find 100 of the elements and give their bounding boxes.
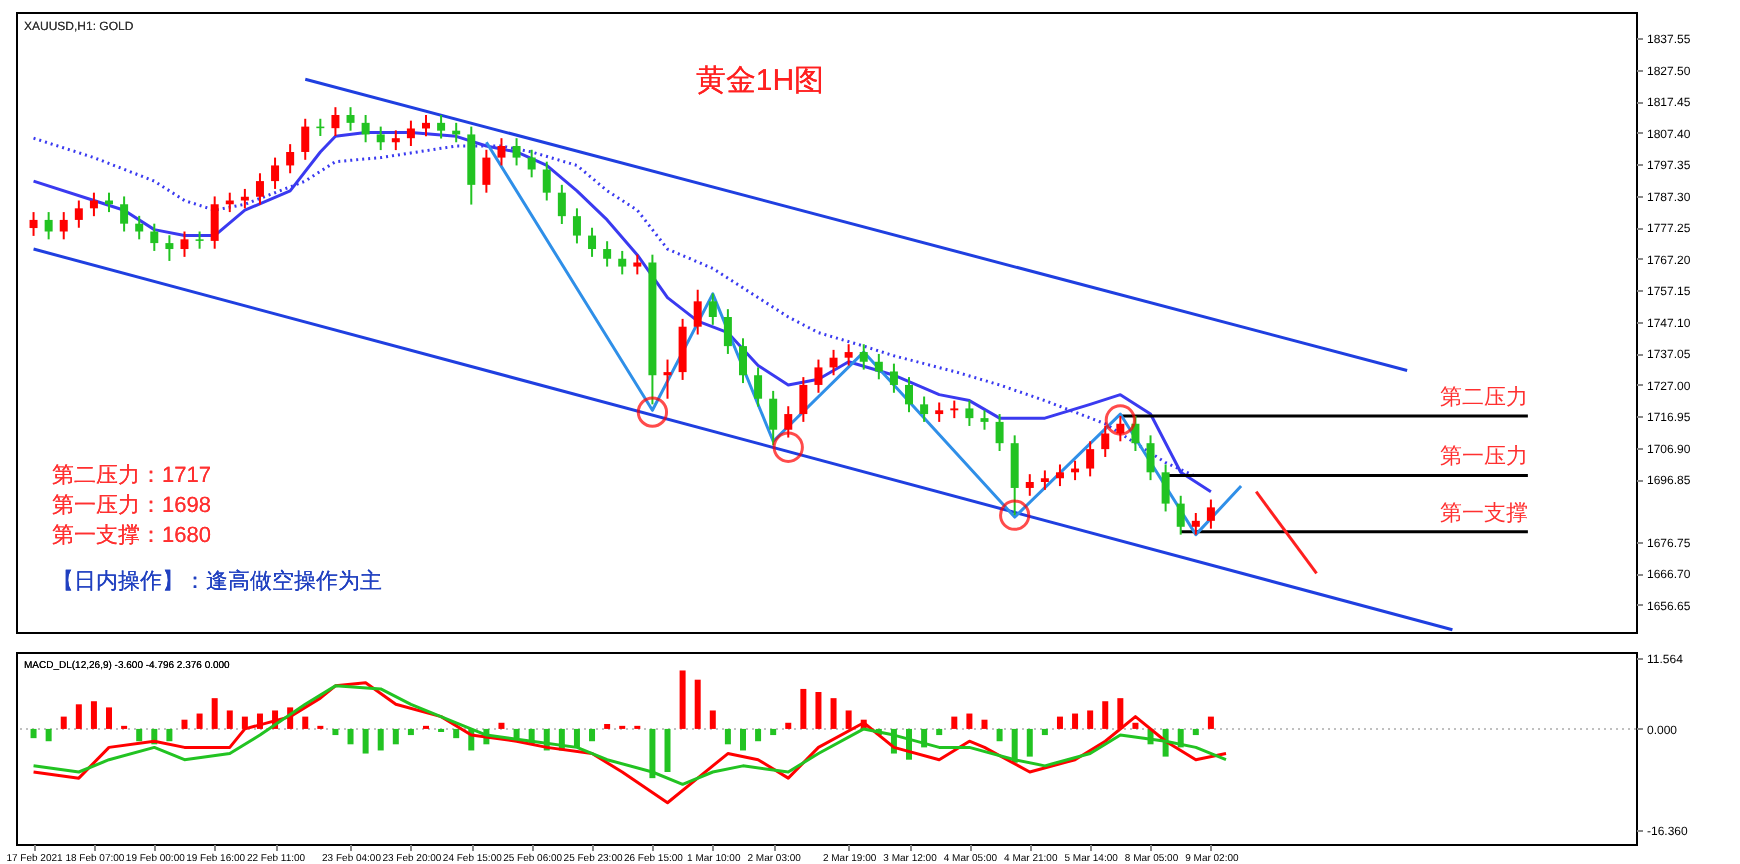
bar (830, 698, 837, 729)
bar (664, 728, 671, 772)
point (1104, 404, 1136, 436)
candlestick (723, 308, 732, 355)
bar (196, 713, 203, 729)
line-series (484, 140, 1243, 537)
bar (513, 728, 520, 739)
candlestick (271, 156, 280, 190)
candlestick (859, 343, 868, 371)
candlestick (905, 376, 914, 414)
candlestick (150, 222, 159, 252)
bar (966, 713, 973, 729)
bar (724, 728, 731, 745)
candlestick (588, 226, 597, 258)
candlestick (1176, 494, 1185, 536)
candlestick (844, 343, 853, 367)
bar (815, 692, 822, 729)
text: 黄金1H图 (695, 64, 825, 98)
bar (694, 679, 701, 729)
bar (1192, 728, 1199, 736)
candlestick (663, 358, 672, 400)
bar (1072, 713, 1079, 729)
bar (166, 728, 173, 742)
candlestick (29, 211, 38, 237)
candlestick (527, 148, 536, 179)
bar (181, 719, 188, 729)
bar (1026, 728, 1033, 757)
candlestick (965, 399, 974, 427)
bar (60, 716, 67, 729)
candlestick (482, 148, 491, 194)
bar (45, 728, 52, 742)
series-label: 第一压力 (1439, 443, 1528, 470)
bar (90, 701, 97, 729)
candlestick (1086, 440, 1095, 478)
candlestick (633, 253, 642, 276)
bar (226, 710, 233, 729)
bar (785, 722, 792, 729)
point (999, 499, 1031, 531)
candlestick (1010, 434, 1019, 517)
bar (453, 728, 460, 739)
candlestick (935, 401, 944, 423)
candlestick (678, 317, 687, 381)
candlestick (240, 187, 249, 210)
point (772, 431, 804, 463)
bar (649, 728, 656, 779)
candlestick (74, 199, 83, 229)
candlestick (120, 195, 129, 233)
bar (347, 728, 354, 745)
line-series (32, 684, 1228, 786)
bar (1207, 716, 1214, 729)
series-label: 第一支撑 (1439, 499, 1528, 526)
bar (30, 728, 37, 739)
candlestick (180, 230, 189, 258)
bar (75, 704, 82, 729)
bar (800, 688, 807, 729)
candlestick (1191, 512, 1200, 536)
bar (996, 728, 1003, 742)
candlestick (603, 240, 612, 268)
bar (362, 728, 369, 754)
annotation: 第一压力：1698 (52, 492, 211, 518)
candlestick (1025, 473, 1034, 497)
candlestick (255, 172, 264, 206)
candlestick (874, 352, 883, 381)
point (636, 396, 669, 428)
bar (1132, 722, 1139, 729)
candlestick (557, 183, 566, 225)
bar (589, 728, 596, 742)
candlestick (889, 362, 898, 394)
candlestick (59, 211, 68, 241)
bar (1087, 710, 1094, 729)
candlestick (754, 366, 763, 408)
candlestick (135, 214, 144, 241)
candlestick (920, 395, 929, 423)
candlestick (814, 358, 823, 394)
bar (845, 710, 852, 729)
candlestick (1206, 498, 1215, 530)
bar (936, 728, 943, 736)
bar (377, 728, 384, 751)
candlestick (497, 137, 506, 167)
candlestick (286, 143, 295, 175)
bar (679, 670, 686, 729)
candlestick (210, 195, 219, 250)
candlestick (346, 106, 355, 132)
line-series (32, 681, 1228, 805)
candlestick (693, 288, 702, 336)
candlestick (738, 337, 747, 385)
bar (332, 728, 339, 736)
candlestick (512, 137, 521, 167)
bar (1117, 698, 1124, 729)
bar (755, 728, 762, 742)
bar (302, 716, 309, 729)
bar (106, 707, 113, 729)
bar (407, 728, 414, 736)
candlestick (1146, 434, 1155, 482)
bar (709, 710, 716, 729)
candlestick (437, 114, 446, 140)
bar (1056, 716, 1063, 729)
candlestick (1040, 469, 1049, 491)
candlestick (1161, 463, 1170, 513)
candlestick (542, 160, 551, 202)
